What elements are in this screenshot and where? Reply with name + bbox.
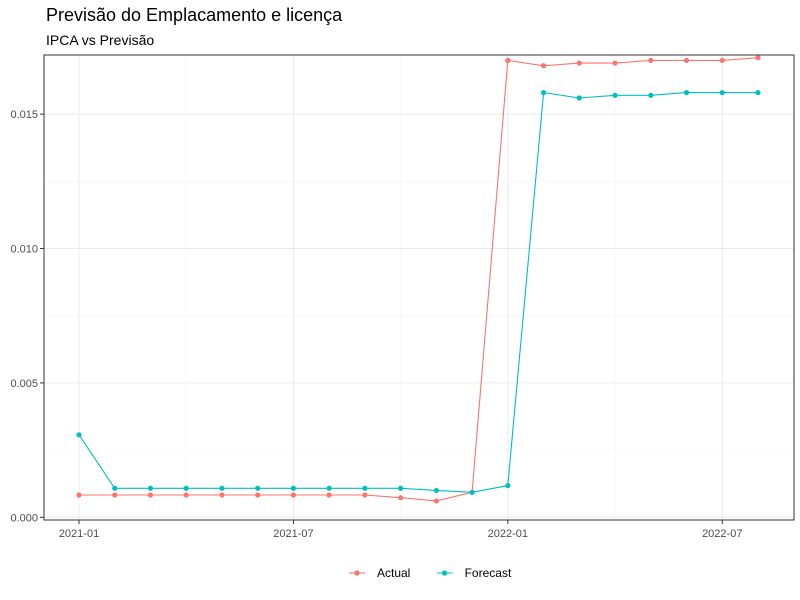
data-point-actual <box>112 492 118 498</box>
data-point-actual <box>147 492 154 498</box>
data-point-actual <box>326 492 332 498</box>
data-point-forecast <box>362 485 368 491</box>
data-point-actual <box>576 60 582 66</box>
legend-key-point-actual <box>354 570 360 576</box>
data-point-forecast <box>755 90 761 96</box>
y-tick-label: 0.005 <box>10 378 38 390</box>
data-point-actual <box>719 57 725 63</box>
data-point-forecast <box>683 90 690 96</box>
data-point-forecast <box>719 90 725 96</box>
axis-ticks: 0.000 0.005 0.010 0.015 2021-01 2021-07 2022-0… <box>10 109 742 540</box>
panel-border <box>43 54 795 521</box>
legend-label-actual: Actual <box>377 566 410 580</box>
data-point-actual <box>648 57 654 63</box>
data-point-actual <box>755 55 761 61</box>
data-point-actual <box>398 495 404 501</box>
data-point-forecast <box>612 92 618 98</box>
legend: Actual Forecast <box>349 566 512 580</box>
data-point-forecast <box>183 485 189 491</box>
chart-subtitle: IPCA vs Previsão <box>46 32 155 48</box>
x-tick-label: 2021-01 <box>59 528 99 540</box>
data-point-actual <box>76 492 82 498</box>
data-point-forecast <box>398 485 404 491</box>
data-point-actual <box>290 492 297 498</box>
data-point-forecast <box>255 485 261 491</box>
data-point-actual <box>362 492 368 498</box>
data-point-forecast <box>540 90 547 96</box>
y-tick-label: 0.015 <box>10 109 38 121</box>
data-point-forecast <box>147 485 154 491</box>
data-point-forecast <box>326 485 332 491</box>
y-tick-label: 0.000 <box>10 512 38 524</box>
legend-label-forecast: Forecast <box>465 566 512 580</box>
legend-key-point-forecast <box>442 570 448 576</box>
data-point-actual <box>540 63 547 69</box>
data-point-actual <box>683 57 690 63</box>
data-point-actual <box>219 492 225 498</box>
x-tick-label: 2021-07 <box>273 528 313 540</box>
data-point-forecast <box>290 485 297 491</box>
x-tick-label: 2022-07 <box>702 528 742 540</box>
data-point-forecast <box>219 485 225 491</box>
data-point-forecast <box>469 489 475 495</box>
data-point-actual <box>505 57 511 63</box>
series-layer <box>76 55 761 504</box>
data-point-actual <box>612 60 618 66</box>
data-point-actual <box>183 492 189 498</box>
data-point-forecast <box>112 485 118 491</box>
data-point-forecast <box>648 92 654 98</box>
data-point-forecast <box>576 95 582 101</box>
data-point-actual <box>255 492 261 498</box>
series-line-actual <box>79 57 759 502</box>
series-line-forecast <box>78 91 758 493</box>
data-point-forecast <box>433 487 439 494</box>
data-point-forecast <box>76 432 82 438</box>
chart-title: Previsão do Emplacamento e licença <box>46 5 343 25</box>
data-point-actual <box>433 498 439 504</box>
minor-gridlines <box>44 55 794 520</box>
major-gridlines <box>44 55 794 520</box>
y-tick-label: 0.010 <box>10 244 38 256</box>
data-point-forecast <box>505 482 511 489</box>
x-tick-label: 2022-01 <box>488 528 528 540</box>
